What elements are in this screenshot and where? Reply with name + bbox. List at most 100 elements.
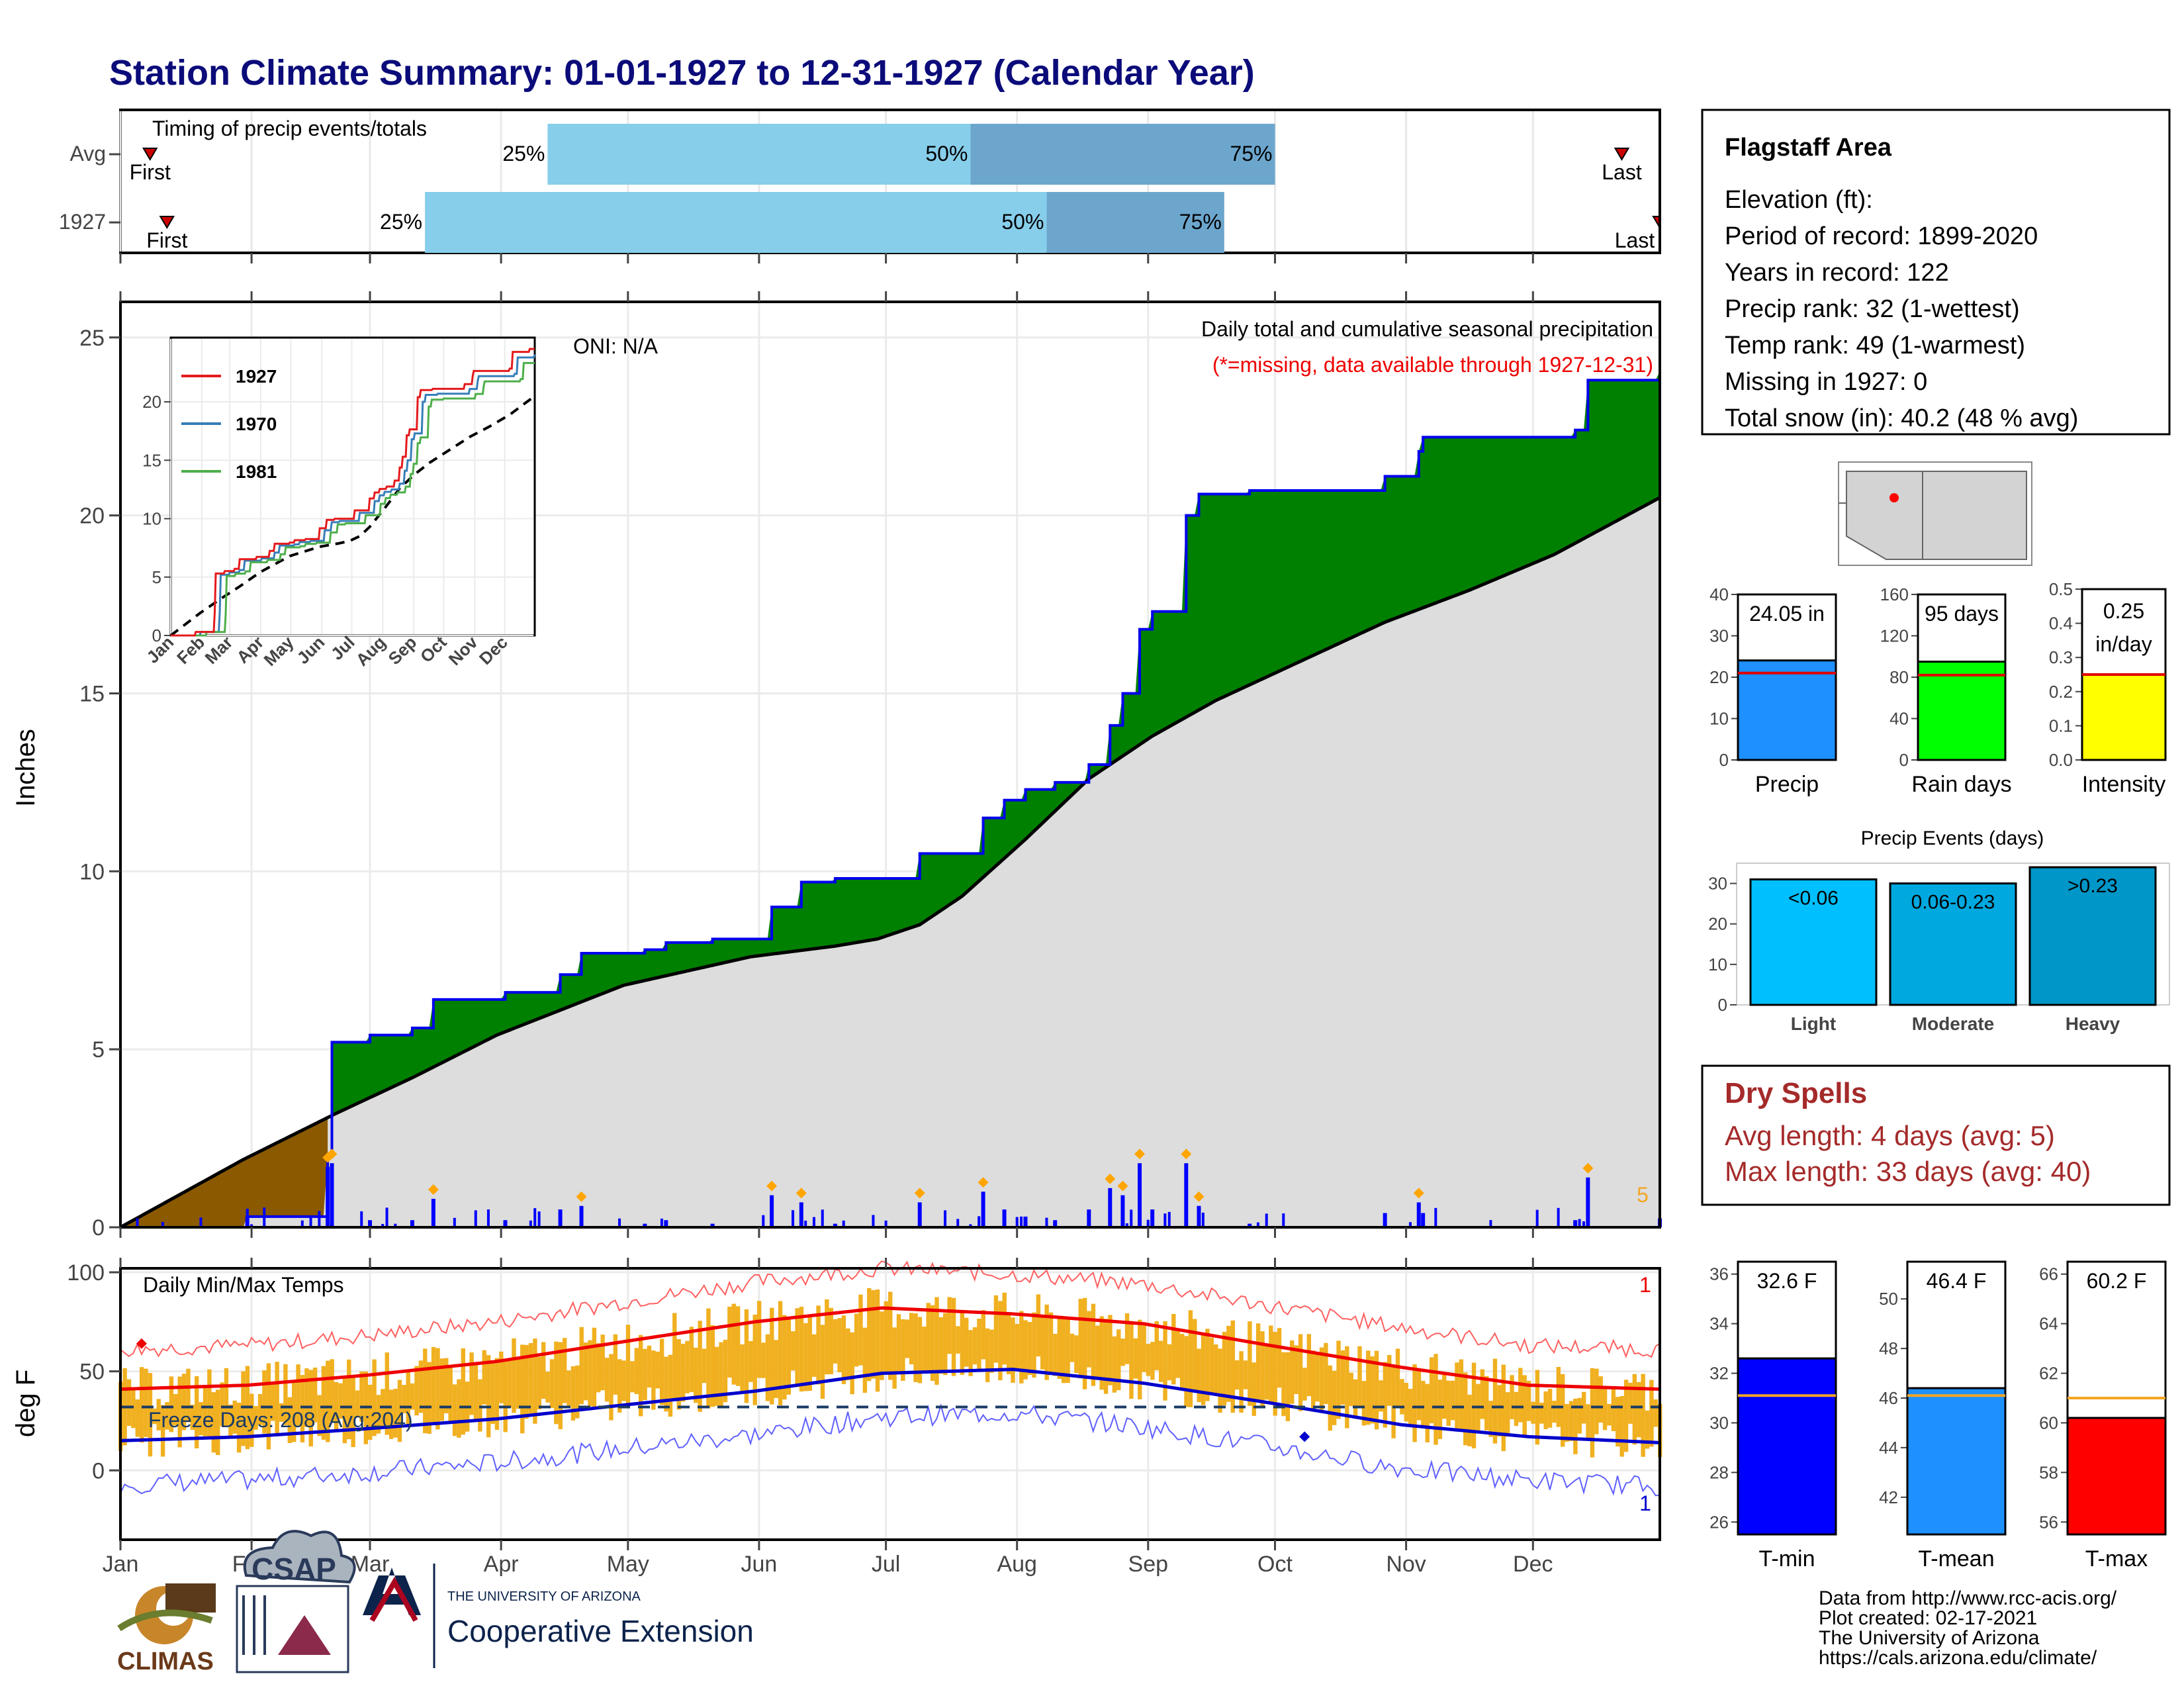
daily-temp-bar bbox=[1332, 1370, 1337, 1425]
daily-temp-bar bbox=[482, 1350, 486, 1405]
month-label: Sep bbox=[1128, 1552, 1169, 1577]
daily-precip-bar bbox=[385, 1207, 388, 1227]
daily-temp-bar bbox=[1467, 1394, 1472, 1446]
daily-temp-bar bbox=[253, 1405, 258, 1430]
daily-precip-bar bbox=[762, 1215, 765, 1227]
daily-temp-bar bbox=[1019, 1311, 1024, 1383]
summary-bar-ytick-label: 40 bbox=[1889, 709, 1909, 729]
daily-temp-bar bbox=[545, 1372, 550, 1403]
summary-bar-label: Precip bbox=[1755, 772, 1819, 797]
daily-temp-bar bbox=[1285, 1352, 1291, 1421]
daily-temp-bar bbox=[503, 1360, 508, 1432]
cumulative-precip-line bbox=[120, 371, 1661, 1229]
daily-temp-bar bbox=[160, 1405, 165, 1457]
station-line: Precip rank: 32 (1-wettest) bbox=[1725, 295, 2020, 323]
daily-precip-bar bbox=[1265, 1213, 1268, 1227]
heavy-event-marker bbox=[1134, 1149, 1146, 1160]
summary-bar-value-label: 46.4 F bbox=[1927, 1269, 1987, 1293]
daily-precip-bar bbox=[1256, 1222, 1259, 1227]
daily-temp-bar bbox=[1248, 1321, 1252, 1406]
inset-ytick-label: 5 bbox=[152, 567, 161, 587]
daily-temp-bar bbox=[647, 1345, 652, 1388]
daily-temp-bar bbox=[173, 1393, 178, 1426]
timing-bar-25-50 bbox=[547, 124, 971, 185]
timing-p75-label: 75% bbox=[1230, 142, 1272, 165]
daily-temp-bar bbox=[617, 1359, 622, 1413]
precip-panel: 0 5 10 15 20 25 Inches ONI: N/A Daily total a… bbox=[11, 301, 1662, 1241]
above-normal-precip-area bbox=[332, 371, 1660, 1116]
daily-temp-bar bbox=[926, 1303, 931, 1372]
daily-temp-bar bbox=[1069, 1333, 1075, 1362]
last-event-label: Last bbox=[1602, 160, 1642, 184]
daily-temp-bar bbox=[359, 1371, 364, 1422]
daily-temp-bar bbox=[977, 1319, 981, 1370]
daily-temp-bar bbox=[1416, 1370, 1422, 1421]
events-bar-label: Heavy bbox=[2066, 1013, 2120, 1034]
daily-temp-bar bbox=[541, 1342, 546, 1399]
daily-temp-bar bbox=[795, 1308, 799, 1387]
daily-precip-bar bbox=[1248, 1223, 1252, 1227]
dry-spells-avg: Avg length: 4 days (avg: 5) bbox=[1725, 1120, 2055, 1151]
events-bar-value: <0.06 bbox=[1788, 887, 1839, 909]
heavy-event-marker bbox=[796, 1188, 807, 1199]
daily-temp-bar bbox=[723, 1339, 728, 1403]
daily-temp-bar bbox=[613, 1334, 618, 1395]
record-low-marker bbox=[1299, 1431, 1310, 1442]
summary-bar-ytick-label: 64 bbox=[2039, 1314, 2058, 1334]
station-line: Period of record: 1899-2020 bbox=[1725, 222, 2038, 250]
daily-temp-bar bbox=[1290, 1340, 1295, 1404]
daily-precip-bar bbox=[381, 1224, 385, 1227]
daily-temp-bar bbox=[1455, 1362, 1459, 1430]
summary-bar-ytick-label: 60 bbox=[2039, 1413, 2058, 1432]
daily-temp-bar bbox=[803, 1323, 808, 1391]
daily-precip-bar bbox=[318, 1211, 321, 1227]
footer-line: https://cals.arizona.edu/climate/ bbox=[1819, 1647, 2097, 1669]
daily-temp-bar bbox=[1218, 1348, 1222, 1413]
daily-temp-bar bbox=[397, 1380, 402, 1442]
daily-temp-bar bbox=[1209, 1337, 1214, 1394]
daily-temp-bar bbox=[570, 1366, 576, 1421]
daily-temp-bar bbox=[402, 1385, 406, 1413]
daily-temp-bar bbox=[1260, 1331, 1265, 1407]
summary-bar-ytick-label: 30 bbox=[1709, 626, 1729, 646]
daily-precip-bar bbox=[710, 1223, 715, 1227]
daily-temp-bar bbox=[896, 1314, 901, 1373]
normal-cumulative-line bbox=[119, 496, 1661, 1229]
station-location-marker bbox=[1889, 493, 1899, 502]
daily-temp-bar bbox=[664, 1356, 668, 1412]
temp-count-top: 1 bbox=[1639, 1273, 1651, 1297]
avg-tmax-line bbox=[120, 1306, 1661, 1391]
daily-temp-bar bbox=[1581, 1391, 1586, 1424]
daily-temp-bar bbox=[1273, 1332, 1277, 1416]
daily-temp-bar bbox=[833, 1319, 838, 1364]
daily-temp-bar bbox=[1446, 1380, 1451, 1426]
daily-temp-bar bbox=[257, 1393, 263, 1425]
heavy-event-marker bbox=[978, 1177, 989, 1188]
daily-temp-bar bbox=[655, 1351, 660, 1389]
daily-temp-bar bbox=[811, 1334, 817, 1377]
summary-bar-value bbox=[1906, 1387, 2007, 1536]
daily-temp-bar bbox=[1095, 1325, 1100, 1378]
daily-precip-bar bbox=[1087, 1209, 1091, 1227]
daily-precip-bar bbox=[872, 1215, 875, 1227]
daily-temp-bar bbox=[1484, 1376, 1489, 1430]
daily-precip-bar bbox=[1053, 1220, 1058, 1227]
daily-precip-bar bbox=[1020, 1216, 1023, 1227]
daily-precip-bar bbox=[136, 1218, 139, 1227]
daily-temp-bar bbox=[347, 1359, 351, 1440]
oni-label: ONI: N/A bbox=[573, 334, 659, 358]
station-info-box: Flagstaff Area Elevation (ft): Period of… bbox=[1701, 109, 2171, 436]
heavy-event-marker bbox=[1181, 1149, 1192, 1160]
daily-temp-bar bbox=[1324, 1342, 1328, 1405]
daily-temp-bar bbox=[376, 1395, 381, 1434]
daily-temp-bar bbox=[917, 1317, 923, 1383]
daily-temp-bar bbox=[241, 1371, 246, 1446]
summary-bar-value bbox=[1917, 661, 2007, 761]
missing-note: (*=missing, data available through 1927-… bbox=[1212, 353, 1653, 377]
heavy-event-marker bbox=[1582, 1162, 1594, 1174]
daily-temp-bar bbox=[951, 1297, 956, 1376]
daily-temp-bar bbox=[609, 1354, 614, 1421]
summary-bar-chart-intensity: 0.0 0.1 0.2 0.3 0.4 0.5 0.25 in/day Intensity bbox=[2049, 579, 2167, 797]
daily-temp-bar bbox=[1412, 1364, 1417, 1442]
daily-temp-bar bbox=[1345, 1346, 1349, 1429]
